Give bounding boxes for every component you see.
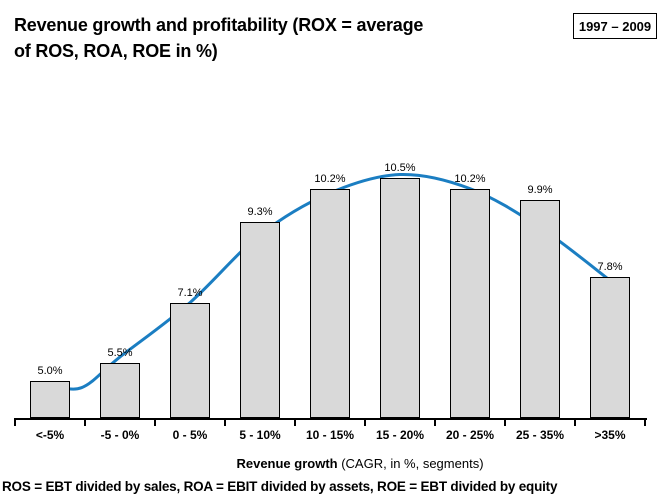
footnote: ROS = EBT divided by sales, ROA = EBIT d… <box>2 479 558 494</box>
x-tick-label: >35% <box>594 428 626 442</box>
x-axis-tick <box>154 418 156 426</box>
x-axis-tick <box>504 418 506 426</box>
bar-value-label: 9.9% <box>527 183 553 196</box>
bar->35% <box>590 277 630 418</box>
bar-15 - 20% <box>380 177 420 418</box>
x-axis-tick <box>14 418 16 426</box>
bar-value-label: 9.3% <box>247 205 273 218</box>
x-axis-tick <box>294 418 296 426</box>
x-axis-title-rest: (CAGR, in %, segments) <box>337 456 484 471</box>
bar-value-label: 10.5% <box>384 161 416 174</box>
bar-5 - 10% <box>240 221 280 418</box>
bar-value-label: 10.2% <box>314 172 346 185</box>
x-axis-title: Revenue growth (CAGR, in %, segments) <box>75 456 645 472</box>
x-tick-label: 20 - 25% <box>445 428 495 442</box>
bar-value-label: 5.0% <box>37 365 63 377</box>
bar--5 - 0% <box>100 362 140 418</box>
chart-title-line-1: Revenue growth and profitability (ROX = … <box>14 15 424 35</box>
x-axis-tick <box>224 418 226 426</box>
x-axis-tick <box>574 418 576 426</box>
bar-value-label: 7.1% <box>177 287 203 300</box>
x-tick-label: 5 - 10% <box>239 428 281 442</box>
x-tick-label: -5 - 0% <box>100 428 140 442</box>
bar-25 - 35% <box>520 199 560 418</box>
x-tick-label: 0 - 5% <box>172 428 208 442</box>
bar-value-label: 5.5% <box>107 346 133 359</box>
bar-20 - 25% <box>450 188 490 418</box>
chart-title-line-2: of ROS, ROA, ROE in %) <box>14 41 218 61</box>
bar-<-5% <box>30 381 70 418</box>
x-axis-title-bold: Revenue growth <box>236 456 338 471</box>
x-tick-label: <-5% <box>35 428 65 442</box>
bar-value-label: 7.8% <box>597 261 623 274</box>
bar-value-label: 10.2% <box>454 172 486 185</box>
bar-0 - 5% <box>170 303 210 418</box>
x-axis-tick <box>644 418 646 426</box>
x-tick-label: 10 - 15% <box>305 428 355 442</box>
period-badge: 1997 – 2009 <box>573 13 657 39</box>
chart-title: Revenue growth and profitability (ROX = … <box>14 12 574 64</box>
bar-10 - 15% <box>310 188 350 418</box>
x-tick-label: 15 - 20% <box>375 428 425 442</box>
x-axis-tick <box>364 418 366 426</box>
x-axis-tick <box>434 418 436 426</box>
x-axis-tick <box>84 418 86 426</box>
x-axis-line <box>15 418 647 420</box>
x-tick-label: 25 - 35% <box>515 428 565 442</box>
